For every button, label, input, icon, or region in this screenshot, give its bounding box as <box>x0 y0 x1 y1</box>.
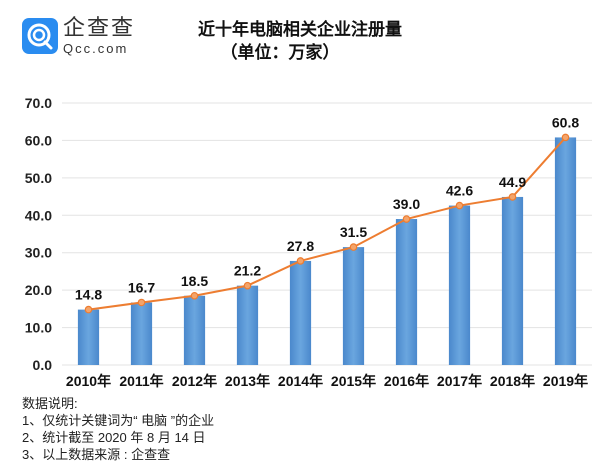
y-tick-label: 50.0 <box>25 170 52 186</box>
trend-point <box>137 298 146 307</box>
x-tick-label: 2014年 <box>278 373 323 389</box>
y-tick-label: 60.0 <box>25 132 52 148</box>
bar <box>554 137 577 365</box>
data-label: 60.8 <box>552 114 579 130</box>
x-tick-label: 2012年 <box>172 373 217 389</box>
trend-point <box>296 257 305 265</box>
notes-item: 1、仅统计关键词为“ 电脑 ”的企业 <box>22 413 215 428</box>
bar <box>77 309 100 365</box>
data-label: 27.8 <box>287 238 314 254</box>
notes-item: 3、以上数据来源 : 企查查 <box>22 447 171 462</box>
bar <box>289 260 312 365</box>
x-tick-label: 2017年 <box>437 373 482 389</box>
trend-point <box>84 305 93 314</box>
line-layer <box>84 133 570 314</box>
x-tick-label: 2019年 <box>543 373 588 389</box>
qcc-logo-icon <box>27 23 53 50</box>
y-tick-label: 10.0 <box>25 320 52 336</box>
trend-point <box>455 201 464 210</box>
notes-heading: 数据说明: <box>22 396 78 411</box>
trend-point <box>402 215 411 223</box>
brand-url: Qcc.com <box>63 41 129 56</box>
label-layer: 2010年 14.8 2011年 16.7 2012年 18.5 2013年 21.2 2014… <box>66 114 588 389</box>
qcc-logo <box>22 18 58 54</box>
trend-point <box>190 291 199 300</box>
y-tick-label: 30.0 <box>25 245 52 261</box>
data-label: 18.5 <box>181 273 208 289</box>
trend-point <box>243 281 252 290</box>
notes-item: 2、统计截至 2020 年 8 月 14 日 <box>22 430 206 445</box>
data-notes: 数据说明: 1、仅统计关键词为“ 电脑 ”的企业 2、统计截至 2020 年 8… <box>22 395 214 463</box>
x-tick-label: 2011年 <box>119 373 163 389</box>
data-label: 31.5 <box>340 224 367 240</box>
trend-point <box>349 243 358 251</box>
trend-line <box>88 136 567 311</box>
data-label: 16.7 <box>128 279 155 295</box>
y-tick-label: 70.0 <box>25 95 52 111</box>
x-tick-label: 2010年 <box>66 373 111 389</box>
trend-point <box>508 193 517 201</box>
brand-name: 企查查 <box>63 15 136 40</box>
x-tick-label: 2018年 <box>490 373 535 389</box>
bar <box>130 302 153 365</box>
data-label: 39.0 <box>393 196 420 212</box>
chart-title: 近十年电脑相关企业注册量 <box>198 20 402 39</box>
x-tick-label: 2016年 <box>384 373 429 389</box>
x-tick-label: 2015年 <box>331 373 376 389</box>
bar <box>501 196 524 365</box>
bar <box>395 219 418 365</box>
bar <box>236 285 259 365</box>
bar <box>183 295 206 365</box>
data-label: 44.9 <box>499 174 526 190</box>
y-tick-label: 20.0 <box>25 282 52 298</box>
x-tick-label: 2013年 <box>225 373 270 389</box>
data-label: 21.2 <box>234 263 261 279</box>
bar <box>448 205 471 365</box>
y-tick-label: 0.0 <box>33 357 53 373</box>
y-tick-label: 40.0 <box>25 207 52 223</box>
bar-layer <box>77 137 577 365</box>
data-label: 14.8 <box>75 287 102 303</box>
chart-subtitle: （单位：万家） <box>220 43 340 62</box>
bar <box>342 247 365 365</box>
trend-point <box>561 133 570 142</box>
data-label: 42.6 <box>446 183 473 199</box>
